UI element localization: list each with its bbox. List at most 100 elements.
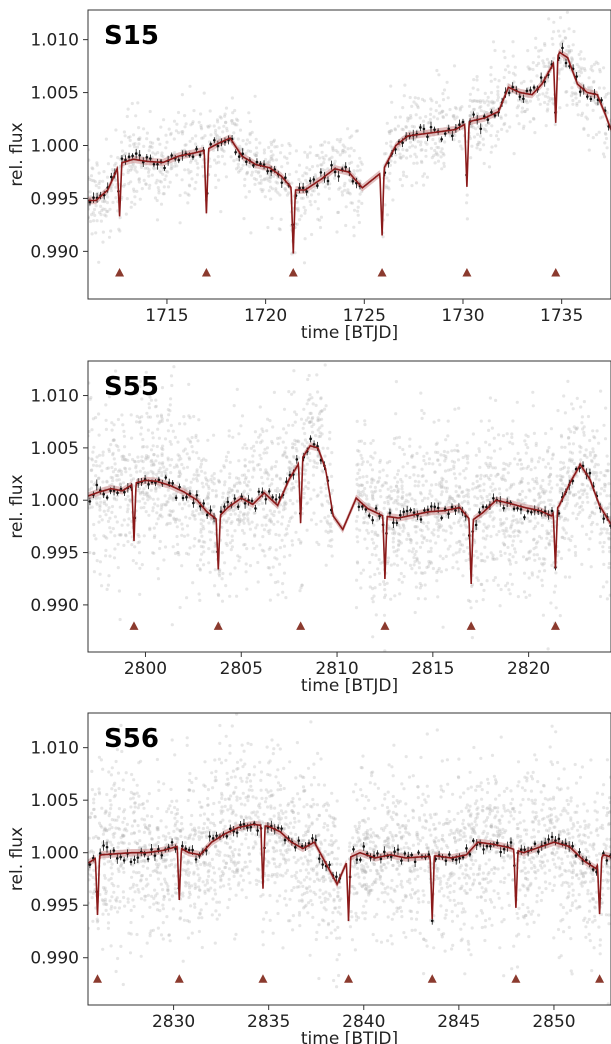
binned-flux-point [319,171,323,174]
raw-flux-point [113,178,117,182]
raw-flux-point [358,528,362,532]
raw-flux-point [580,765,585,769]
raw-flux-point [422,535,426,539]
raw-flux-point [594,454,598,458]
raw-flux-point [108,395,112,399]
raw-flux-point [176,551,180,555]
raw-flux-point [368,889,372,893]
raw-flux-point [564,850,568,854]
raw-flux-point [413,96,417,100]
raw-flux-point [552,56,556,60]
raw-flux-point [454,490,458,494]
raw-flux-point [130,101,134,106]
raw-flux-point [259,178,264,182]
raw-flux-point [114,443,118,447]
raw-flux-point [444,529,448,533]
raw-flux-point [243,184,247,188]
raw-flux-point [129,413,133,417]
raw-flux-point [206,887,210,892]
raw-flux-point [225,529,229,533]
raw-flux-point [289,488,294,492]
raw-flux-point [137,142,141,146]
raw-flux-point [436,450,440,455]
raw-flux-point [151,869,155,873]
raw-flux-point [502,543,506,547]
raw-flux-point [404,125,408,129]
raw-flux-point [105,829,109,833]
raw-flux-point [302,407,306,411]
raw-flux-point [235,123,239,127]
raw-flux-point [436,458,440,463]
raw-flux-point [193,513,197,518]
raw-flux-point [135,189,139,193]
raw-flux-point [123,183,127,187]
raw-flux-point [503,56,507,60]
raw-flux-point [323,802,327,807]
raw-flux-point [261,429,265,434]
raw-flux-point [98,453,102,457]
raw-flux-point [551,101,555,105]
raw-flux-point [452,138,456,142]
raw-flux-point [185,862,189,866]
raw-flux-point [194,159,198,163]
raw-flux-point [212,482,216,486]
raw-flux-point [316,493,320,497]
raw-flux-point [587,516,591,520]
raw-flux-point [385,495,389,500]
raw-flux-point [561,466,565,471]
raw-flux-point [89,174,94,178]
raw-flux-point [437,566,441,571]
raw-flux-point [140,187,144,191]
raw-flux-point [338,936,342,940]
raw-flux-point [560,535,564,539]
raw-flux-point [175,534,179,539]
raw-flux-point [162,895,167,899]
raw-flux-point [161,172,165,176]
raw-flux-point [545,529,549,533]
raw-flux-point [414,181,419,185]
raw-flux-point [570,57,574,61]
raw-flux-point [561,905,566,910]
raw-flux-point [187,873,191,878]
raw-flux-point [166,456,170,460]
raw-flux-point [363,419,367,423]
raw-flux-point [415,830,419,835]
raw-flux-point [441,528,445,532]
raw-flux-point [281,582,285,586]
raw-flux-point [401,148,405,152]
raw-flux-point [267,189,271,193]
raw-flux-point [296,439,300,443]
raw-flux-point [212,433,216,437]
raw-flux-point [373,532,377,536]
binned-flux-point [195,493,199,497]
raw-flux-point [315,465,319,470]
raw-flux-point [316,207,320,211]
raw-flux-point [487,465,491,469]
raw-flux-point [236,137,240,141]
raw-flux-point [159,513,163,517]
raw-flux-point [258,405,262,409]
raw-flux-point [110,818,114,822]
raw-flux-point [284,596,288,600]
raw-flux-point [488,492,492,496]
raw-flux-point [410,454,414,458]
raw-flux-point [547,17,551,21]
raw-flux-point [90,178,94,182]
raw-flux-point [198,911,202,915]
raw-flux-point [242,516,247,520]
raw-flux-point [302,491,306,495]
raw-flux-point [408,140,413,144]
raw-flux-point [600,487,604,491]
raw-flux-point [156,504,160,508]
raw-flux-point [133,195,137,199]
raw-flux-point [157,436,161,440]
raw-flux-point [422,119,426,123]
raw-flux-point [152,551,156,555]
binned-flux-point [134,152,138,155]
raw-flux-point [142,178,146,182]
raw-flux-point [383,649,387,652]
raw-flux-point [484,123,488,127]
raw-flux-point [389,129,393,133]
raw-flux-point [287,390,291,394]
raw-flux-point [320,424,324,428]
